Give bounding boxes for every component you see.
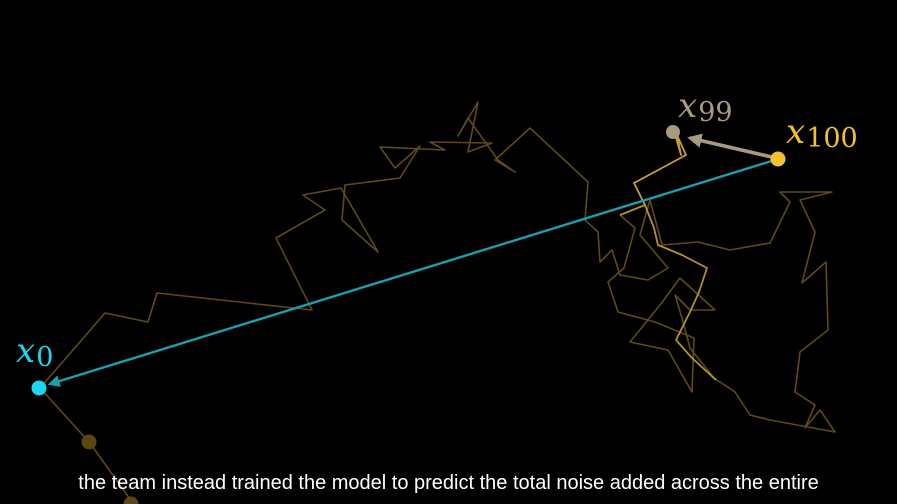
- faded-point-bottom: [123, 496, 139, 504]
- caption-subtitle: the team instead trained the model to pr…: [78, 472, 819, 494]
- end-point-x100: [770, 151, 786, 167]
- latest-walk-segment: [633, 133, 687, 206]
- start-point-x0: [31, 380, 47, 396]
- faded-point: [81, 434, 97, 450]
- recent-walk-path: [619, 204, 717, 381]
- label-x0: x0: [16, 331, 53, 373]
- total-noise-arrow: [47, 157, 779, 387]
- step-noise-arrow: [687, 133, 777, 160]
- random-walk-path: [39, 101, 836, 503]
- label-x100: x100: [786, 112, 858, 154]
- label-x99: x99: [678, 86, 733, 128]
- point-x99: [666, 125, 680, 139]
